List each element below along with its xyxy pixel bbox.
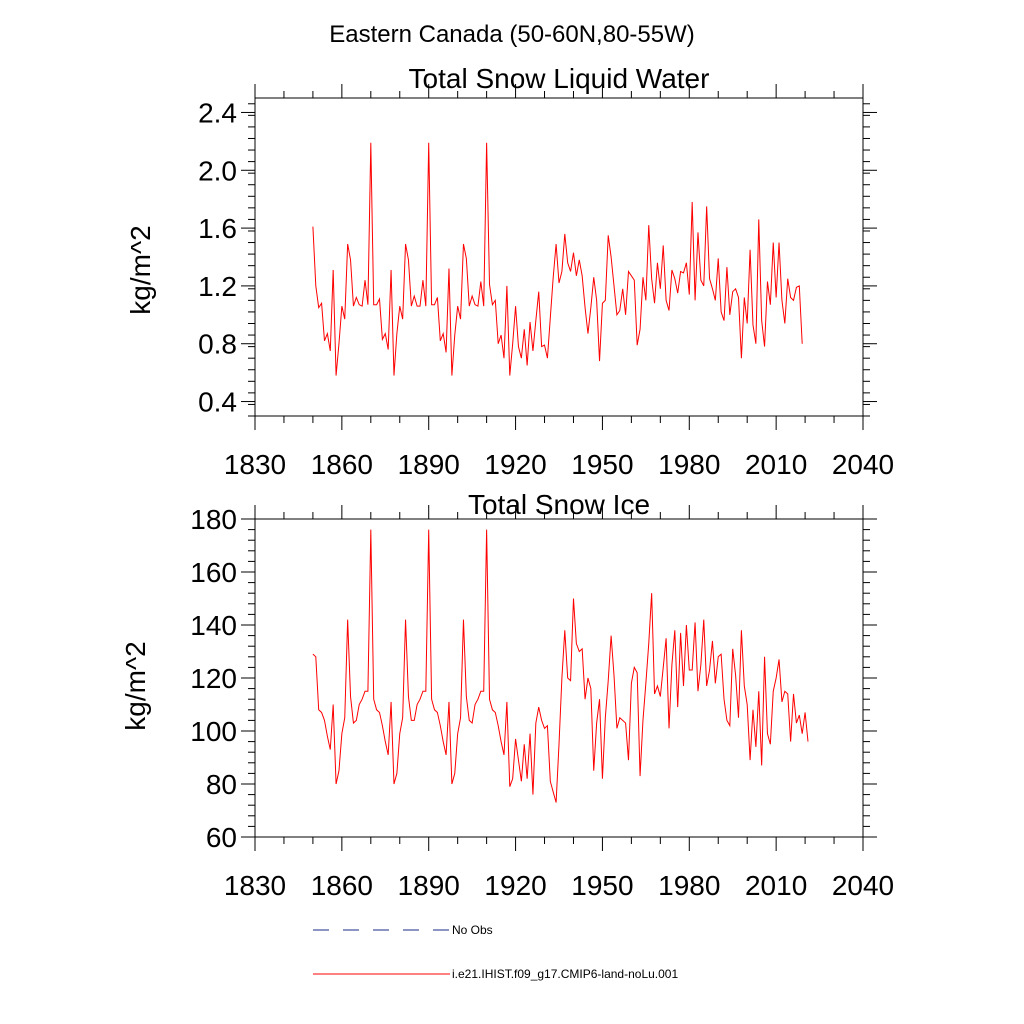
y-tick-label: 80 <box>206 769 237 800</box>
figure-title: Eastern Canada (50-60N,80-55W) <box>329 21 695 48</box>
y-tick-label: 0.8 <box>198 329 237 360</box>
y-tick-labels: 60 80 100 120 140 160 180 <box>190 504 237 853</box>
x-tick-labels: 1830 1860 1890 1920 1950 1980 2010 2040 <box>224 449 894 480</box>
legend-label-model: i.e21.IHIST.f09_g17.CMIP6-land-noLu.001 <box>452 967 678 981</box>
x-tick-label: 1830 <box>224 449 286 480</box>
x-tick-label: 1860 <box>311 870 373 901</box>
y-tick-label: 60 <box>206 822 237 853</box>
y-tick-label: 160 <box>190 557 237 588</box>
series-group <box>312 529 809 803</box>
series-line <box>312 142 803 376</box>
y-tick-label: 1.6 <box>198 213 237 244</box>
x-tick-label: 1950 <box>571 449 633 480</box>
x-tick-labels: 1830 1860 1890 1920 1950 1980 2010 2040 <box>224 870 894 901</box>
x-tick-label: 2010 <box>745 449 807 480</box>
y-axis-label: kg/m^2 <box>120 641 151 730</box>
x-tick-label: 1980 <box>658 449 720 480</box>
x-tick-label: 1980 <box>658 870 720 901</box>
y-tick-labels: 0.4 0.8 1.2 1.6 2.0 2.4 <box>198 97 237 417</box>
y-tick-label: 100 <box>190 716 237 747</box>
x-tick-label: 2010 <box>745 870 807 901</box>
x-tick-label: 2040 <box>832 449 894 480</box>
y-tick-label: 2.4 <box>198 97 237 128</box>
x-tick-label: 1830 <box>224 870 286 901</box>
axis-ticks <box>241 505 877 851</box>
x-tick-label: 1950 <box>571 870 633 901</box>
series-group <box>312 142 803 376</box>
legend: No Obs i.e21.IHIST.f09_g17.CMIP6-land-no… <box>313 923 678 981</box>
y-tick-label: 2.0 <box>198 155 237 186</box>
chart-title: Total Snow Ice <box>468 489 650 520</box>
plot-frame <box>254 97 864 417</box>
axis-ticks <box>241 84 877 430</box>
y-tick-label: 140 <box>190 610 237 641</box>
x-tick-label: 1860 <box>311 449 373 480</box>
y-tick-label: 180 <box>190 504 237 535</box>
y-tick-label: 120 <box>190 663 237 694</box>
y-tick-label: 1.2 <box>198 271 237 302</box>
chart-title: Total Snow Liquid Water <box>409 63 710 94</box>
chart-liquid-water: Total Snow Liquid Water 1830 1860 1890 1920… <box>125 63 894 480</box>
legend-label-no-obs: No Obs <box>452 923 493 937</box>
x-tick-label: 1920 <box>484 870 546 901</box>
series-line <box>312 529 809 803</box>
x-tick-label: 1920 <box>484 449 546 480</box>
y-axis-label: kg/m^2 <box>125 225 156 314</box>
chart-snow-ice: Total Snow Ice 1830 1860 1890 1920 1950 1980 2… <box>120 489 894 901</box>
x-tick-label: 1890 <box>398 870 460 901</box>
x-tick-label: 2040 <box>832 870 894 901</box>
y-tick-label: 0.4 <box>198 387 237 418</box>
x-tick-label: 1890 <box>398 449 460 480</box>
